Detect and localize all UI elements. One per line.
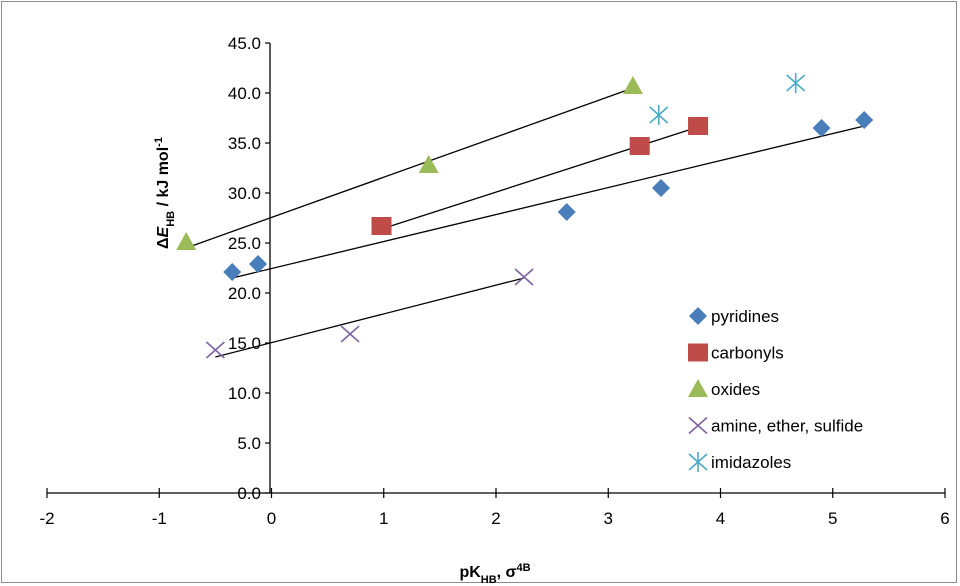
data-point-diamond xyxy=(249,255,268,273)
square-marker xyxy=(371,217,392,235)
legend-label: pyridines xyxy=(711,307,779,326)
x-tick-label: 1 xyxy=(379,509,388,528)
trendline xyxy=(185,87,634,249)
y-tick-label: 30.0 xyxy=(228,184,261,203)
data-point-diamond xyxy=(812,119,831,137)
square-marker xyxy=(688,117,709,135)
legend-label: carbonyls xyxy=(711,344,784,363)
square-marker xyxy=(629,137,650,155)
data-points xyxy=(176,73,874,359)
legend-label: oxides xyxy=(711,380,760,399)
x-tick-label: 3 xyxy=(604,509,613,528)
data-point-diamond xyxy=(652,179,671,197)
y-tick-label: 40.0 xyxy=(228,84,261,103)
x-tick-label: 2 xyxy=(491,509,500,528)
data-point-square xyxy=(629,137,650,155)
data-point-asterisk xyxy=(786,73,806,93)
y-tick-label: 20.0 xyxy=(228,284,261,303)
data-point-asterisk xyxy=(649,105,669,125)
x-tick-label: -2 xyxy=(39,509,54,528)
legend-item: oxides xyxy=(688,379,760,399)
y-tick-label: 25.0 xyxy=(228,234,261,253)
data-point-square xyxy=(688,117,709,135)
legend-marker-square xyxy=(688,343,708,362)
axes: -2 -1 0 1 2 3 4 5 6 0.0 5.0 10.0 15.0 20.0 25.0 30.0 35.… xyxy=(39,34,949,528)
y-axis-title: ΔEHB / kJ mol-1 xyxy=(153,137,177,249)
diamond-marker xyxy=(689,307,707,325)
data-point-x xyxy=(205,341,225,359)
x-axis-title: pKHB, σ4B xyxy=(459,562,530,586)
diamond-marker xyxy=(557,203,576,221)
legend: pyridines carbonyls oxides amine, ether, su… xyxy=(688,307,863,472)
data-point-x xyxy=(514,268,534,286)
trendline xyxy=(215,277,525,358)
data-point-x xyxy=(340,325,360,343)
legend-label: imidazoles xyxy=(711,453,791,472)
triangle-marker xyxy=(622,76,643,94)
data-point-diamond xyxy=(223,263,242,281)
legend-marker-triangle xyxy=(688,379,708,397)
diamond-marker xyxy=(223,263,242,281)
legend-marker-asterisk xyxy=(688,452,708,472)
data-point-triangle xyxy=(622,76,643,94)
x-marker-stroke xyxy=(514,268,534,286)
diamond-marker xyxy=(855,111,874,129)
diamond-marker xyxy=(812,119,831,137)
triangle-marker xyxy=(418,155,439,173)
diamond-marker xyxy=(652,179,671,197)
x-tick-label: 5 xyxy=(828,509,837,528)
y-tick-label: 45.0 xyxy=(228,34,261,53)
legend-marker-diamond xyxy=(689,307,707,325)
x-marker-stroke xyxy=(205,341,225,359)
y-tick-label: 15.0 xyxy=(228,334,261,353)
y-tick-label: 0.0 xyxy=(237,484,261,503)
x-tick-label: -1 xyxy=(152,509,167,528)
square-marker xyxy=(688,343,708,362)
legend-item: imidazoles xyxy=(688,452,791,472)
triangle-marker xyxy=(688,379,708,397)
y-tick-label: 5.0 xyxy=(237,434,261,453)
data-point-square xyxy=(371,217,392,235)
data-point-diamond xyxy=(557,203,576,221)
triangle-marker xyxy=(176,232,197,250)
y-tick-label: 10.0 xyxy=(228,384,261,403)
data-point-diamond xyxy=(855,111,874,129)
legend-label: amine, ether, sulfide xyxy=(711,417,863,436)
x-tick-label: 6 xyxy=(940,509,949,528)
legend-item: amine, ether, sulfide xyxy=(688,416,863,436)
x-tick-label: 0 xyxy=(267,509,276,528)
x-marker-stroke xyxy=(340,325,360,343)
legend-marker-x xyxy=(688,416,708,435)
y-tick-label: 35.0 xyxy=(228,134,261,153)
legend-item: pyridines xyxy=(689,307,779,326)
diamond-marker xyxy=(249,255,268,273)
legend-item: carbonyls xyxy=(688,343,784,363)
data-point-triangle xyxy=(176,232,197,250)
x-marker-stroke xyxy=(688,416,708,435)
trendline xyxy=(232,125,865,279)
data-point-triangle xyxy=(418,155,439,173)
x-tick-label: 4 xyxy=(716,509,725,528)
